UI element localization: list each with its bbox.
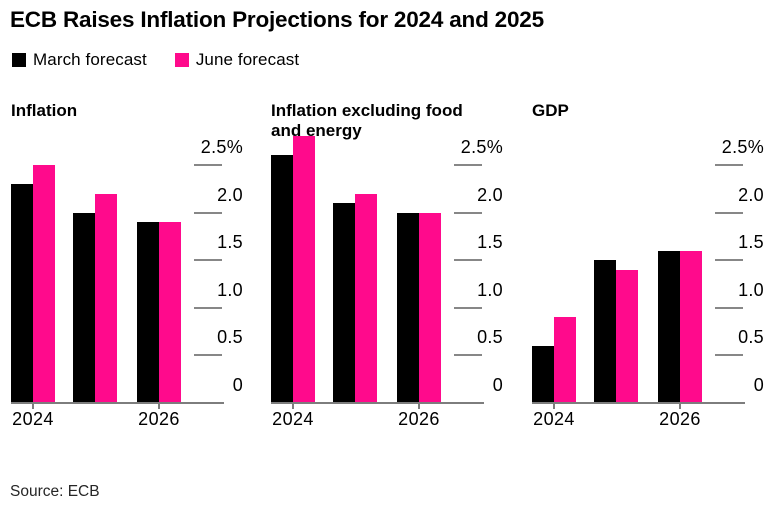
x-axis-tick-mark [32,404,34,409]
y-axis-tick-mark [454,164,482,166]
legend-label-march: March forecast [33,50,147,69]
march-forecast-swatch [12,53,26,67]
chart-panel-3: GDP 2.5% 2.0 1.5 1.0 0.5 0 2024 2026 [531,96,767,441]
y-axis-tick-label: 1.5 [738,232,764,253]
march-bar-2025 [333,203,355,403]
y-axis-tick-mark [454,211,482,214]
x-axis-tick-mark [292,404,294,409]
x-axis-tick-label: 2024 [272,409,314,429]
june-bar-2025 [95,193,117,403]
y-axis-tick-label: 0 [492,375,503,395]
y-axis-tick-label: 1.0 [217,279,243,300]
page-title: ECB Raises Inflation Projections for 202… [10,7,544,32]
march-bar-2024 [11,184,33,403]
y-axis-tick-label: 2.5% [721,137,764,157]
y-axis-tick-mark [194,211,222,214]
chart-panel-1: Inflation 2.5% 2.0 1.5 1.0 0.5 0 2024 2026 [10,96,246,441]
y-axis-tick-label: 0.5 [477,327,503,348]
legend-item-june: June forecast [174,50,300,70]
y-axis-tick-label: 0.5 [217,327,243,348]
june-bar-2026 [419,212,441,403]
chart-panel-2: Inflation excluding food and energy 2.5% 2… [270,96,506,441]
march-bar-2024 [271,155,293,403]
march-bar-2025 [73,212,95,403]
y-axis-tick-label: 0 [232,375,243,395]
march-bar-2026 [137,222,159,403]
panel-title: Inflation excluding food and energy [271,101,463,140]
y-axis-tick-mark [715,259,743,262]
y-axis-tick-label: 0 [753,375,764,395]
panel-title: GDP [532,101,569,120]
y-axis-tick-mark [194,259,222,262]
legend: March forecast June forecast [12,50,299,70]
march-bar-2026 [397,212,419,403]
june-bar-2025 [616,269,638,403]
march-bar-2026 [658,250,680,403]
y-axis-tick-label: 2.5% [460,137,503,157]
y-axis-tick-mark [715,306,743,309]
panel-title: Inflation [11,101,78,120]
june-bar-2024 [293,136,315,403]
y-axis-tick-label: 1.0 [477,279,503,300]
june-bar-2024 [33,165,55,403]
x-axis-tick-mark [679,404,681,409]
y-axis-tick-mark [454,259,482,262]
legend-label-june: June forecast [195,50,300,69]
y-axis-tick-mark [194,354,222,357]
x-axis-line [532,402,745,404]
x-axis-tick-label: 2026 [138,409,180,429]
x-axis-tick-label: 2024 [533,409,575,429]
x-axis-line [271,402,484,404]
y-axis-tick-label: 1.5 [477,232,503,253]
x-axis-tick-label: 2026 [659,409,701,429]
x-axis-line [11,402,224,404]
y-axis-tick-label: 2.0 [738,184,764,205]
june-bar-2025 [355,193,377,403]
y-axis-tick-label: 2.0 [217,184,243,205]
x-axis-tick-mark [418,404,420,409]
y-axis-tick-mark [454,306,482,309]
y-axis-tick-mark [194,306,222,309]
june-bar-2026 [680,250,702,403]
march-bar-2025 [594,260,616,403]
legend-item-march: March forecast [12,50,147,70]
y-axis-tick-label: 2.0 [477,184,503,205]
y-axis-tick-label: 1.0 [738,279,764,300]
x-axis-tick-mark [553,404,555,409]
y-axis-tick-mark [715,211,743,214]
june-bar-2024 [554,317,576,403]
y-axis-tick-label: 0.5 [738,327,764,348]
x-axis-tick-label: 2026 [398,409,440,429]
y-axis-tick-mark [715,354,743,357]
y-axis-tick-label: 1.5 [217,232,243,253]
y-axis-tick-mark [454,354,482,357]
x-axis-tick-mark [158,404,160,409]
y-axis-tick-mark [715,164,743,166]
june-bar-2026 [159,222,181,403]
source-credit: Source: ECB [10,483,100,500]
y-axis-tick-mark [194,164,222,166]
y-axis-tick-label: 2.5% [200,137,243,157]
march-bar-2024 [532,345,554,403]
x-axis-tick-label: 2024 [12,409,54,429]
june-forecast-swatch [174,53,189,67]
